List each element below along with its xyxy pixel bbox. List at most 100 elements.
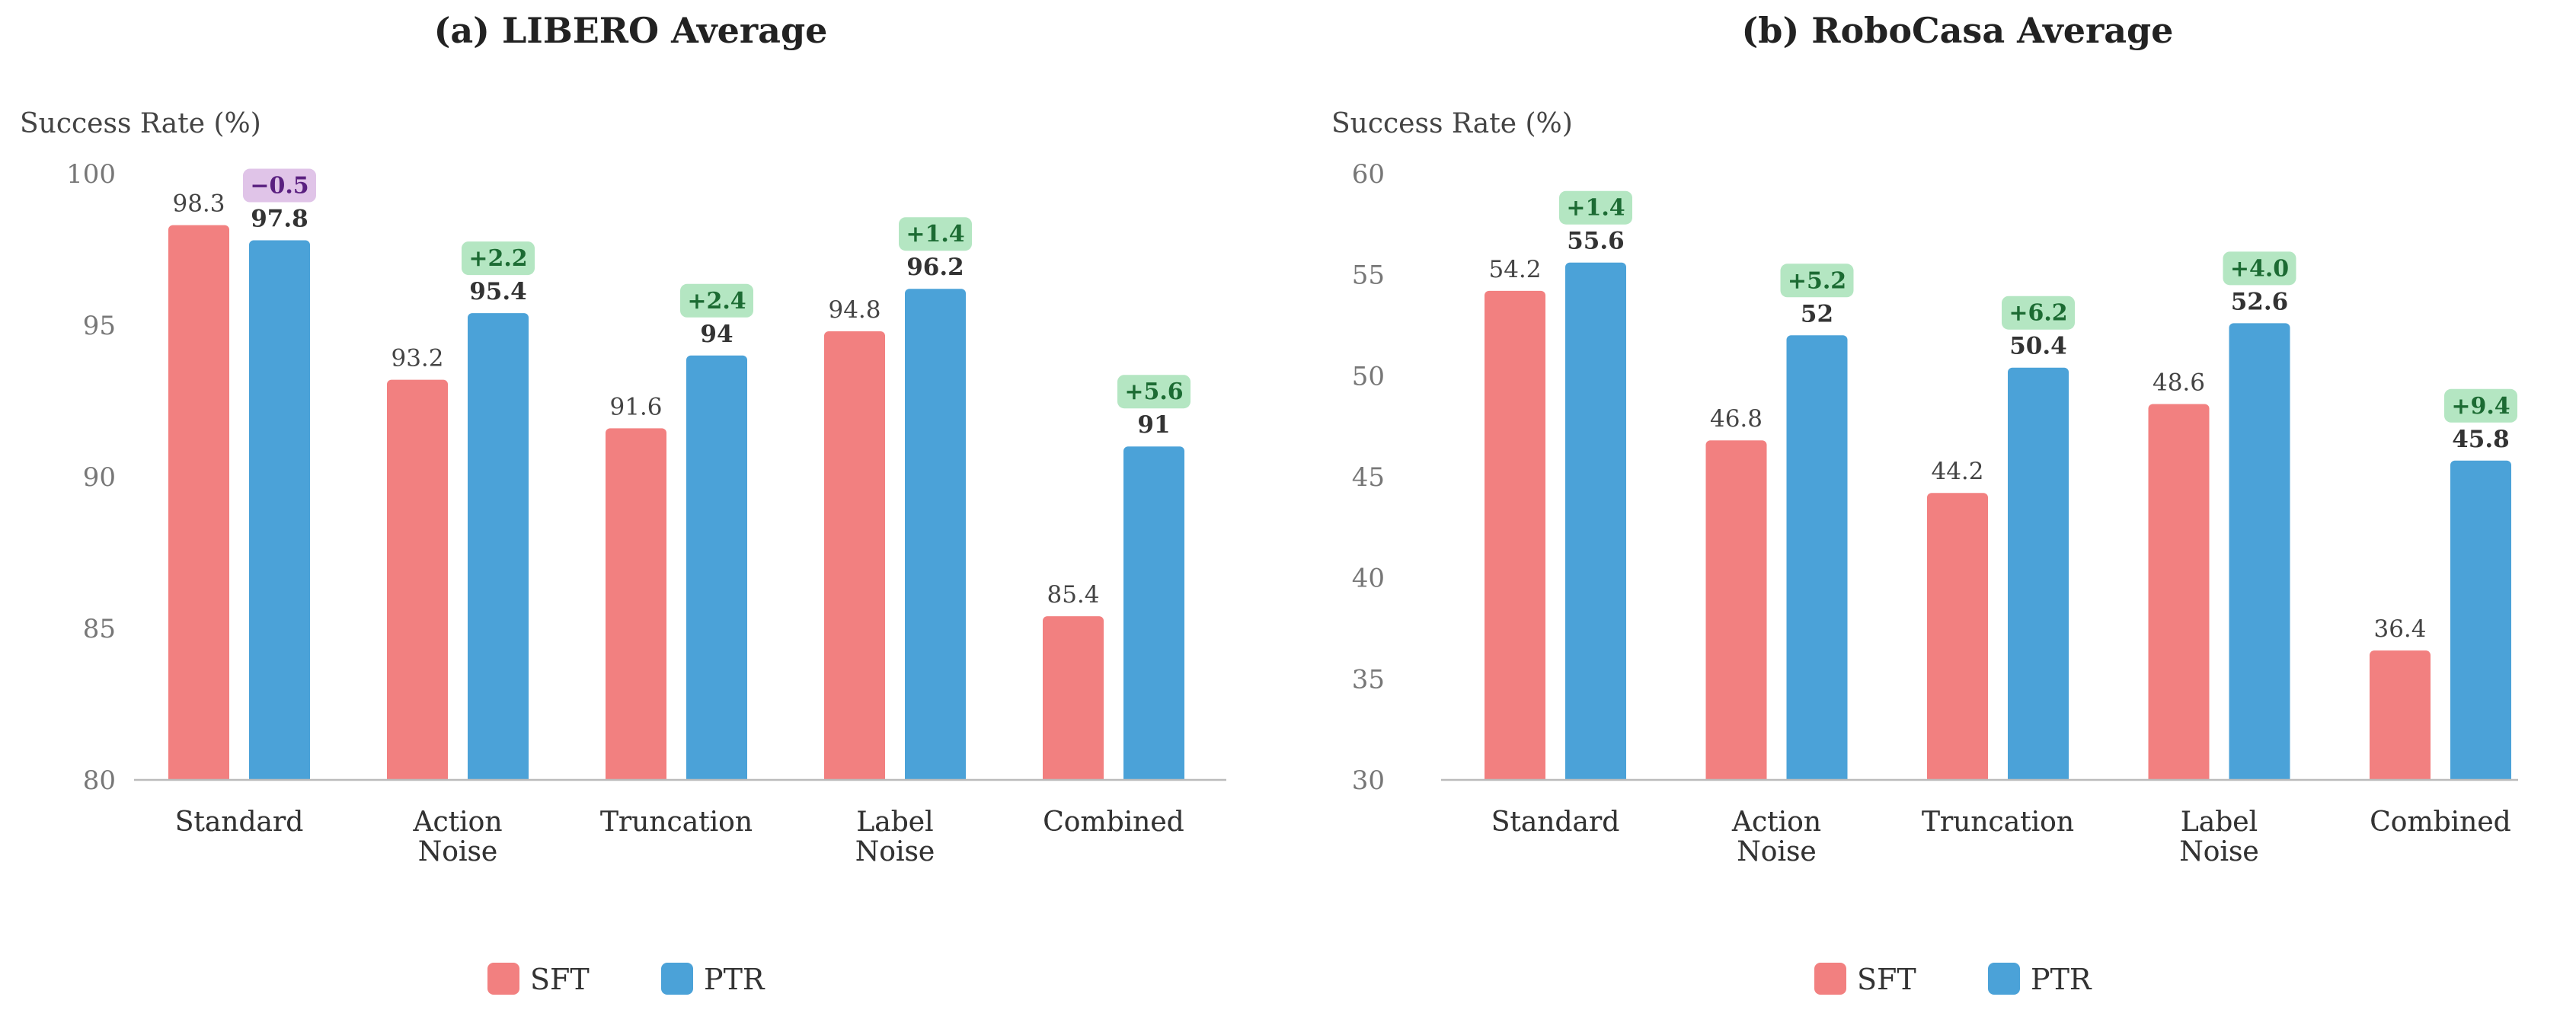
- value-label-sft: 44.2: [1931, 458, 1983, 485]
- x-tick-label: Noise: [418, 836, 497, 867]
- delta-label: +2.4: [687, 288, 746, 315]
- value-label-sft: 48.6: [2153, 369, 2205, 396]
- delta-badge: [462, 241, 535, 276]
- delta-label: +6.2: [2009, 300, 2067, 327]
- bar-sft: [387, 379, 448, 784]
- y-tick-label: 35: [1352, 664, 1385, 695]
- delta-badge: [2444, 388, 2517, 423]
- value-label-ptr: 95.4: [469, 278, 527, 305]
- value-label-sft: 94.8: [828, 296, 881, 324]
- x-tick-label: Noise: [2179, 836, 2258, 867]
- delta-badge: [243, 168, 316, 203]
- bar-ptr: [249, 240, 310, 784]
- delta-badge: [1559, 190, 1632, 225]
- legend-label-ptr: PTR: [2031, 963, 2092, 996]
- bar-ptr: [2229, 323, 2290, 784]
- x-tick-label: Noise: [2179, 836, 2258, 867]
- bar-sft: [1043, 616, 1104, 784]
- x-tick-label: Combined: [1043, 807, 1184, 838]
- delta-label: +9.4: [2451, 393, 2510, 420]
- y-tick-label: 80: [83, 765, 116, 796]
- value-label-sft: 46.8: [1710, 405, 1763, 433]
- bar-sft: [168, 225, 229, 784]
- delta-label: +1.4: [1566, 195, 1625, 222]
- bar-sft: [1485, 290, 1545, 785]
- x-tick-label: Noise: [1737, 836, 1816, 867]
- legend: SFT PTR: [1814, 963, 2092, 996]
- value-label-ptr: 45.8: [2452, 426, 2510, 453]
- value-label-sft: 91.6: [609, 393, 662, 420]
- x-tick-label: Action: [413, 807, 503, 838]
- legend-swatch-ptr: [661, 963, 693, 995]
- legend: SFT PTR: [487, 963, 765, 996]
- delta-badge: [1117, 375, 1191, 409]
- y-tick-label: 55: [1352, 260, 1385, 291]
- y-tick-label: 50: [1352, 361, 1385, 391]
- value-label-ptr: 55.6: [1567, 228, 1625, 255]
- x-tick-label: Label: [856, 807, 933, 838]
- legend-label-sft: SFT: [530, 963, 590, 996]
- x-tick-label: Action: [1731, 807, 1821, 838]
- x-tick-label: Label: [856, 807, 933, 838]
- bar-sft: [606, 428, 666, 784]
- y-tick-label: 30: [1352, 765, 1385, 796]
- y-tick-label: 100: [66, 159, 116, 190]
- y-tick-label: 40: [1352, 564, 1385, 594]
- x-tick-label: Noise: [1737, 836, 1816, 867]
- value-label-sft: 36.4: [2373, 615, 2426, 643]
- value-label-sft: 85.4: [1047, 581, 1099, 609]
- x-tick-label: Combined: [2370, 807, 2510, 838]
- x-tick-label: Standard: [175, 807, 304, 838]
- y-tick-label: 60: [1352, 159, 1385, 190]
- x-tick-label: Combined: [1043, 807, 1184, 838]
- value-label-sft: 54.2: [1488, 256, 1541, 283]
- bar-ptr: [1786, 335, 1848, 784]
- x-tick-label: Standard: [1491, 807, 1620, 838]
- y-tick-label: 45: [1352, 462, 1385, 493]
- value-label-ptr: 52: [1801, 300, 1833, 327]
- legend-label-ptr: PTR: [704, 963, 765, 996]
- bar-sft: [824, 331, 885, 785]
- axis-mask: [134, 780, 1226, 810]
- x-tick-label: Truncation: [1922, 807, 2074, 838]
- x-tick-label: Label: [2181, 807, 2258, 838]
- bar-ptr: [1123, 446, 1184, 784]
- chart-panel-robocasa: (b) RoboCasa Average Success Rate (%) 30 35…: [1331, 10, 2518, 996]
- bar-ptr: [686, 355, 747, 784]
- x-tick-label: Standard: [1491, 807, 1620, 838]
- value-label-sft: 93.2: [391, 345, 443, 372]
- bar-sft: [2370, 650, 2431, 784]
- y-axis-label: Success Rate (%): [20, 108, 261, 139]
- delta-badge: [1780, 264, 1854, 298]
- bar-sft: [1927, 493, 1988, 784]
- bar-ptr: [2450, 460, 2511, 784]
- value-label-ptr: 96.2: [906, 254, 964, 281]
- x-tick-label: Truncation: [600, 807, 753, 838]
- chart-title: (b) RoboCasa Average: [1742, 10, 2174, 51]
- bar-ptr: [1565, 262, 1626, 784]
- legend-swatch-sft: [487, 963, 519, 995]
- bar-ptr: [905, 289, 966, 784]
- delta-label: +5.2: [1788, 267, 1846, 294]
- delta-label: −0.5: [250, 173, 308, 200]
- delta-badge: [2002, 296, 2075, 330]
- x-tick-label: Combined: [2370, 807, 2510, 838]
- bar-sft: [2148, 404, 2210, 784]
- value-label-ptr: 52.6: [2231, 288, 2289, 315]
- delta-label: +2.2: [468, 245, 527, 272]
- delta-label: +4.0: [2230, 255, 2289, 282]
- x-tick-label: Noise: [418, 836, 497, 867]
- legend-swatch-sft: [1814, 963, 1846, 995]
- bar-sft: [1705, 440, 1767, 784]
- y-tick-label: 90: [83, 462, 116, 493]
- y-tick-label: 95: [83, 311, 116, 341]
- delta-badge: [2223, 251, 2296, 286]
- x-tick-label: Noise: [855, 836, 935, 867]
- chart-title: (a) LIBERO Average: [434, 10, 828, 51]
- bar-ptr: [468, 313, 529, 785]
- x-tick-label: Truncation: [600, 807, 753, 838]
- legend-swatch-ptr: [1988, 963, 2020, 995]
- delta-label: +1.4: [906, 221, 964, 248]
- delta-badge: [899, 217, 972, 251]
